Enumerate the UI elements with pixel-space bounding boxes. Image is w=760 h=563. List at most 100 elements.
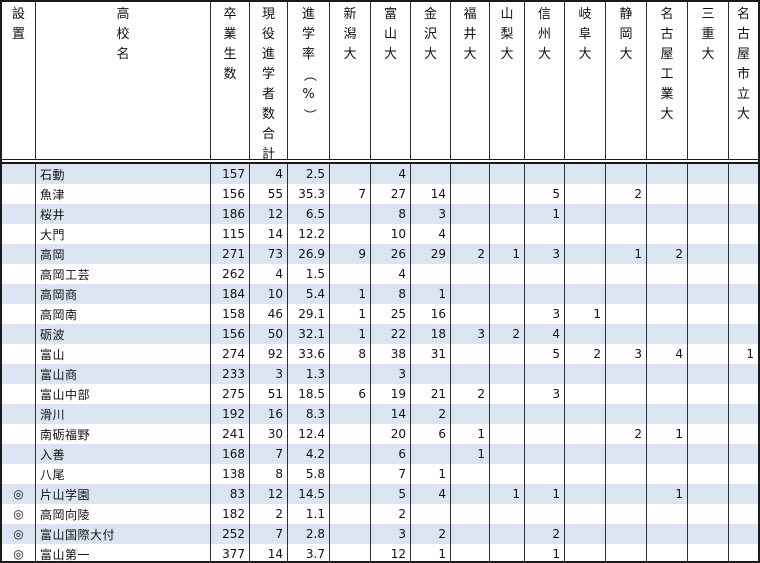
cell-university-0 <box>330 504 371 524</box>
cell-university-3: 1 <box>451 444 490 464</box>
cell-university-1: 27 <box>371 184 411 204</box>
cell-university-4 <box>490 404 525 424</box>
cell-private-mark: ◎ <box>2 544 36 561</box>
cell-rate: 32.1 <box>288 324 330 344</box>
cell-university-9 <box>688 484 729 504</box>
header-char: 古 <box>660 27 674 42</box>
col-header-university-5: 信州大 <box>525 2 565 159</box>
cell-university-5 <box>525 264 565 284</box>
header-char: 静 <box>619 7 633 22</box>
cell-university-0: 7 <box>330 184 371 204</box>
cell-university-3 <box>451 404 490 424</box>
cell-university-3 <box>451 184 490 204</box>
cell-university-9 <box>688 504 729 524</box>
header-char: 阜 <box>578 27 592 42</box>
table-row: 砺波 156 50 32.1 1 22 18 3 2 4 <box>2 324 758 344</box>
cell-university-5: 3 <box>525 244 565 264</box>
cell-school-name: 高岡 <box>36 244 211 264</box>
cell-university-9 <box>688 164 729 184</box>
cell-university-8 <box>647 444 688 464</box>
cell-university-1: 19 <box>371 384 411 404</box>
header-char: 山 <box>383 27 397 42</box>
cell-rate: 26.9 <box>288 244 330 264</box>
header-char: 井 <box>463 27 477 42</box>
cell-university-2: 4 <box>411 484 451 504</box>
cell-university-7 <box>606 544 647 561</box>
cell-university-10 <box>729 504 758 524</box>
cell-university-3 <box>451 224 490 244</box>
cell-rate: 6.5 <box>288 204 330 224</box>
cell-university-2: 2 <box>411 404 451 424</box>
cell-university-3: 3 <box>451 324 490 344</box>
header-char: 信 <box>537 7 551 22</box>
cell-current-total: 3 <box>250 364 288 384</box>
cell-university-8 <box>647 184 688 204</box>
cell-university-10 <box>729 544 758 561</box>
cell-university-8 <box>647 464 688 484</box>
col-header-university-4: 山梨大 <box>490 2 525 159</box>
cell-university-5 <box>525 444 565 464</box>
cell-graduates: 186 <box>211 204 250 224</box>
col-header-rate: 進学率 （% ） <box>288 2 330 159</box>
cell-university-0: 8 <box>330 344 371 364</box>
cell-university-6 <box>565 164 606 184</box>
col-header-school: 高校名 <box>36 2 211 159</box>
cell-graduates: 377 <box>211 544 250 561</box>
cell-graduates: 275 <box>211 384 250 404</box>
cell-university-5: 4 <box>525 324 565 344</box>
cell-university-7 <box>606 164 647 184</box>
header-char: 名 <box>660 7 674 22</box>
cell-university-8 <box>647 304 688 324</box>
cell-rate: 12.2 <box>288 224 330 244</box>
cell-university-6 <box>565 424 606 444</box>
header-char: 大 <box>660 107 674 122</box>
cell-university-5 <box>525 224 565 244</box>
cell-rate: 1.1 <box>288 504 330 524</box>
cell-university-4 <box>490 424 525 444</box>
cell-university-8 <box>647 384 688 404</box>
cell-school-name: 南砺福野 <box>36 424 211 444</box>
col-header-university-10: 名古屋市立大 <box>729 2 758 159</box>
cell-university-3 <box>451 264 490 284</box>
header-char: 業 <box>223 27 237 42</box>
cell-private-mark <box>2 204 36 224</box>
cell-university-8: 1 <box>647 424 688 444</box>
table-row: 滑川 192 16 8.3 14 2 <box>2 404 758 424</box>
header-char: 卒 <box>223 7 237 22</box>
cell-university-3: 2 <box>451 384 490 404</box>
cell-current-total: 7 <box>250 444 288 464</box>
cell-rate: 8.3 <box>288 404 330 424</box>
cell-university-3 <box>451 544 490 561</box>
cell-school-name: 富山 <box>36 344 211 364</box>
cell-university-3 <box>451 364 490 384</box>
header-char: 岡 <box>619 27 633 42</box>
cell-university-1: 38 <box>371 344 411 364</box>
cell-university-0 <box>330 264 371 284</box>
cell-university-2: 1 <box>411 464 451 484</box>
cell-university-1: 12 <box>371 544 411 561</box>
cell-university-2 <box>411 444 451 464</box>
cell-rate: 5.8 <box>288 464 330 484</box>
cell-university-6 <box>565 544 606 561</box>
cell-graduates: 168 <box>211 444 250 464</box>
cell-university-6 <box>565 284 606 304</box>
header-char: 州 <box>537 27 551 42</box>
header-char: 置 <box>11 27 25 42</box>
header-char: 立 <box>736 87 750 102</box>
cell-university-0: 6 <box>330 384 371 404</box>
cell-graduates: 262 <box>211 264 250 284</box>
cell-university-2 <box>411 164 451 184</box>
cell-private-mark <box>2 404 36 424</box>
cell-private-mark <box>2 224 36 244</box>
cell-university-0 <box>330 224 371 244</box>
cell-university-8 <box>647 284 688 304</box>
cell-university-3 <box>451 164 490 184</box>
cell-university-9 <box>688 204 729 224</box>
cell-university-7 <box>606 504 647 524</box>
cell-university-7 <box>606 264 647 284</box>
cell-university-6 <box>565 204 606 224</box>
cell-university-6 <box>565 364 606 384</box>
cell-university-6: 2 <box>565 344 606 364</box>
cell-university-7 <box>606 444 647 464</box>
cell-university-5 <box>525 284 565 304</box>
